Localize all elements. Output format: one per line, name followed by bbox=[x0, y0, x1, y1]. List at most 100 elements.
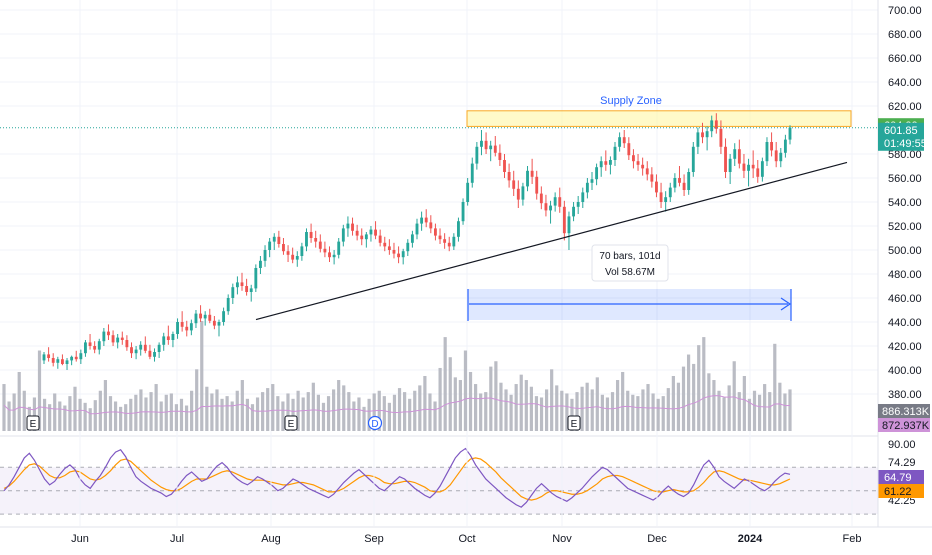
volume-bar bbox=[676, 382, 681, 431]
volume-bar bbox=[448, 357, 452, 431]
candle-body bbox=[60, 359, 64, 364]
volume-bar bbox=[63, 405, 67, 431]
measure-info-box bbox=[591, 244, 669, 282]
earnings-marker[interactable] bbox=[284, 415, 298, 431]
candle-body bbox=[318, 241, 322, 249]
volume-bar bbox=[159, 401, 163, 431]
candle-body bbox=[751, 164, 755, 169]
candle-body bbox=[452, 236, 456, 247]
earnings-marker[interactable] bbox=[567, 415, 581, 431]
supply-zone[interactable]: Supply Zone bbox=[466, 95, 852, 127]
candle-body bbox=[765, 142, 769, 162]
candle-body bbox=[153, 352, 156, 357]
candle-body bbox=[562, 206, 566, 234]
candle-body bbox=[355, 230, 359, 236]
support-trendline[interactable] bbox=[255, 161, 848, 321]
candle-body bbox=[572, 206, 575, 217]
volume-bar bbox=[702, 337, 706, 431]
price-tick-label: 560.00 bbox=[888, 173, 922, 185]
volume-bar bbox=[68, 396, 72, 431]
candle-body bbox=[212, 320, 216, 326]
candle-body bbox=[659, 192, 663, 202]
volume-bar bbox=[169, 393, 173, 431]
volume-bar bbox=[605, 397, 610, 431]
volume-bar bbox=[555, 385, 559, 431]
volume-bar bbox=[190, 390, 194, 431]
volume-bar bbox=[225, 396, 229, 431]
volume-bar bbox=[266, 388, 270, 431]
candle-body bbox=[245, 286, 249, 292]
candle-body bbox=[116, 337, 120, 343]
candle-body bbox=[576, 202, 580, 207]
candle-body bbox=[139, 344, 143, 350]
time-tick-label: Feb bbox=[843, 533, 862, 545]
volume-bar bbox=[778, 382, 782, 431]
volume-bar bbox=[539, 397, 544, 431]
candle-body bbox=[443, 239, 447, 243]
candle-body bbox=[770, 142, 774, 151]
candle-body bbox=[493, 145, 497, 153]
time-axis[interactable]: Jun Jul Aug Sep Oct Nov Dec 2024 Feb bbox=[71, 533, 861, 545]
rsi-ma-badge bbox=[878, 484, 924, 498]
candle-body bbox=[42, 354, 46, 361]
candle-body bbox=[553, 197, 557, 206]
volume-bar bbox=[32, 397, 37, 431]
volume-bar bbox=[722, 397, 726, 431]
candle-body bbox=[194, 313, 198, 324]
candle-body bbox=[51, 358, 55, 363]
candle-body bbox=[130, 347, 133, 354]
candle-body bbox=[724, 146, 727, 172]
measure-tool[interactable]: 70 bars, 101d Vol 58.67M bbox=[467, 244, 792, 321]
candle-body bbox=[645, 168, 649, 175]
volume-bar bbox=[255, 397, 260, 431]
dividend-marker[interactable] bbox=[367, 415, 383, 431]
rsi-ma-value-label: 61.22 bbox=[884, 486, 912, 498]
volume-bar bbox=[773, 343, 777, 431]
candle-body bbox=[710, 120, 714, 132]
candle-body bbox=[148, 350, 152, 357]
grid-lines bbox=[0, 0, 932, 528]
volume-bar bbox=[458, 380, 462, 431]
volume-bar bbox=[119, 406, 123, 431]
volume-bar bbox=[600, 394, 604, 431]
volume-bar bbox=[560, 390, 564, 431]
volume-bar bbox=[788, 389, 792, 431]
candle-body bbox=[111, 335, 115, 343]
price-axis[interactable]: 700.00 680.00 660.00 640.00 620.00 580.00 560.… bbox=[878, 5, 927, 401]
price-tick-label: 540.00 bbox=[888, 197, 922, 209]
trendline[interactable] bbox=[255, 161, 848, 321]
candle-body bbox=[406, 242, 410, 252]
candle-body bbox=[180, 322, 184, 327]
candle-body bbox=[664, 197, 668, 202]
volume-bar bbox=[514, 384, 518, 431]
candle-body bbox=[489, 145, 493, 150]
volume-bar bbox=[357, 397, 361, 431]
candle-body bbox=[779, 152, 783, 162]
volume-bar bbox=[301, 397, 305, 431]
candle-body bbox=[521, 186, 525, 200]
volume-bar bbox=[37, 350, 42, 431]
rsi-value-badge bbox=[878, 470, 924, 484]
candle-body bbox=[438, 235, 442, 240]
volume-bar bbox=[17, 371, 21, 431]
volume-bar bbox=[397, 388, 402, 431]
volume-bar bbox=[423, 376, 427, 431]
candle-body bbox=[756, 168, 760, 177]
candle-body bbox=[728, 158, 732, 172]
candle-body bbox=[466, 182, 470, 202]
earnings-marker[interactable] bbox=[26, 415, 40, 431]
supply-zone-box[interactable] bbox=[466, 110, 852, 127]
price-tick-label: 460.00 bbox=[888, 293, 922, 305]
volume-bar bbox=[707, 373, 711, 431]
candle-body bbox=[387, 246, 391, 250]
candle-body bbox=[599, 161, 603, 168]
candle-body bbox=[107, 331, 110, 336]
candle-body bbox=[636, 161, 640, 165]
candle-body bbox=[526, 170, 529, 187]
volume-bar bbox=[747, 398, 752, 431]
volume-bar bbox=[474, 384, 478, 431]
volume-bar bbox=[529, 386, 533, 431]
